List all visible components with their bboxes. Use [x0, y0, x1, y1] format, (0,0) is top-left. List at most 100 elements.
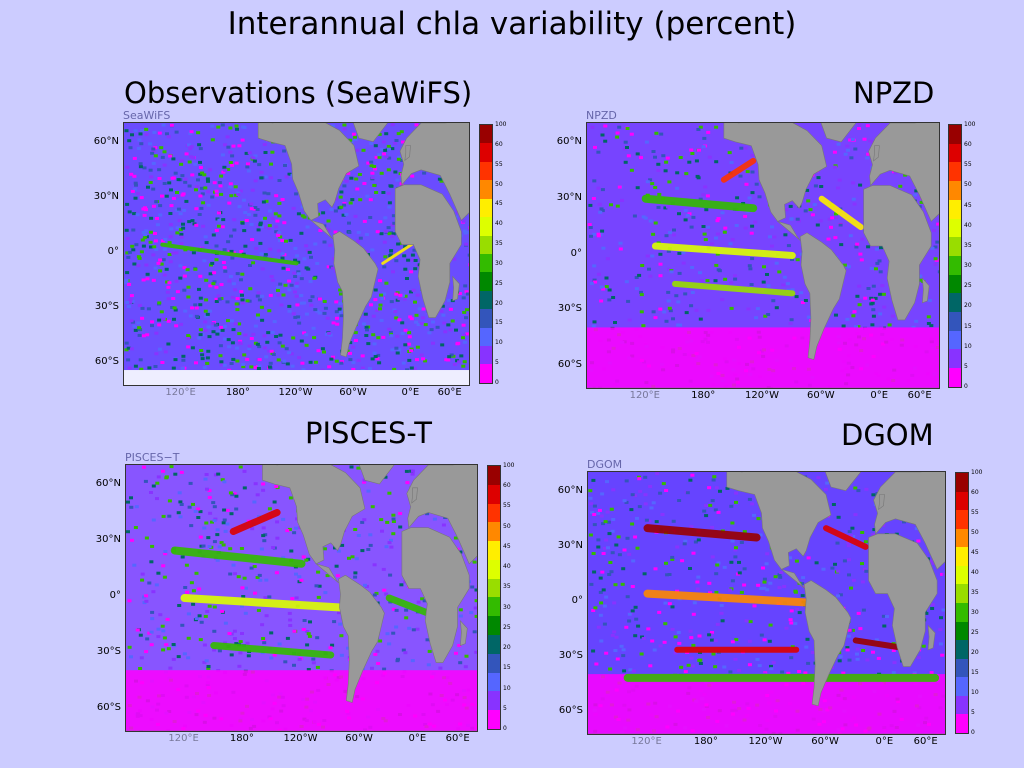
colorbar-segment [488, 541, 500, 560]
colorbar-tick: 60 [971, 489, 979, 496]
colorbar-segment [480, 290, 492, 310]
variability-band [651, 242, 796, 259]
variability-band [210, 642, 335, 659]
land-masses [587, 123, 939, 388]
colorbar-tick: 15 [964, 322, 972, 330]
colorbar-segment [488, 710, 500, 729]
lat-tick: 30°N [95, 534, 121, 546]
land-southAmerica [803, 580, 852, 707]
colorbar-segment [949, 143, 961, 163]
lon-tick: 120°E [168, 733, 199, 744]
colorbar-segment [949, 330, 961, 350]
colorbar-segment [480, 198, 492, 218]
lat-tick: 0° [571, 595, 583, 606]
colorbar-tick: 35 [503, 583, 511, 591]
variability-band [160, 242, 299, 266]
lon-tick: 60°E [913, 736, 938, 747]
colorbar-tick: 30 [495, 259, 503, 267]
colorbar-segment [956, 584, 968, 603]
colorbar-segment [488, 466, 500, 485]
heading-npzd: NPZD [853, 76, 935, 110]
lat-tick: 0° [107, 246, 119, 257]
colorbar-segment [488, 691, 500, 711]
colorbar-segment [480, 346, 492, 365]
map-canvas [126, 465, 477, 731]
lat-tick: 30°S [558, 650, 583, 662]
land-southAmerica [799, 232, 847, 360]
lon-tick: 180° [229, 733, 254, 744]
colorbar-tick: 55 [971, 509, 979, 516]
colorbar-segment [949, 312, 961, 331]
colorbar-tick: 5 [495, 359, 499, 367]
colorbar-tick: 20 [503, 644, 511, 652]
panel-label-npzd: NPZD [586, 109, 617, 122]
southern-ocean-band [587, 327, 939, 388]
southern-ocean-band [126, 670, 477, 731]
colorbar-segment [488, 672, 500, 692]
lat-tick: 60°N [95, 478, 121, 489]
lon-tick: 0°E [875, 736, 894, 747]
variability-band [672, 280, 796, 297]
colorbar-segment [956, 547, 968, 566]
heading-seawifs: Observations (SeaWiFS) [124, 76, 473, 110]
colorbar [955, 472, 969, 734]
land-northAmerica [726, 472, 832, 589]
colorbar-segment [488, 484, 500, 504]
variability-band [643, 589, 821, 607]
colorbar-tick: 55 [495, 160, 503, 168]
lon-tick: 60°E [445, 733, 470, 744]
lon-tick: 120°W [748, 736, 783, 747]
land-northAmerica [723, 123, 827, 241]
colorbar-tick: 30 [971, 609, 979, 616]
colorbar-segment [949, 293, 961, 313]
land-greenland [359, 465, 395, 485]
colorbar-segment [488, 503, 500, 523]
land-northAmerica [257, 123, 360, 240]
colorbar-tick: 5 [964, 362, 968, 370]
colorbar-tick: 25 [503, 623, 511, 631]
colorbar-segment [949, 349, 961, 369]
colorbar-segment [949, 237, 961, 256]
variability-band [823, 525, 869, 550]
variability-band [818, 195, 864, 231]
colorbar-tick: 25 [971, 629, 979, 636]
lat-tick: 30°N [93, 190, 119, 202]
lat-tick: 60°S [94, 356, 119, 368]
colorbar-tick: 0 [964, 383, 968, 390]
colorbar-tick: 40 [964, 221, 972, 229]
lat-tick: 30°S [94, 301, 119, 313]
colorbar-tick: 45 [503, 542, 511, 550]
colorbar-tick: 40 [495, 220, 503, 228]
southern-ocean-band [588, 674, 945, 734]
lon-tick: 60°E [907, 390, 932, 401]
map-canvas [588, 472, 945, 734]
lat-tick: 30°N [557, 539, 583, 551]
lon-tick: 0°E [408, 733, 427, 744]
colorbar-tick: 5 [971, 709, 975, 716]
colorbar-tick: 100 [964, 121, 976, 128]
lat-tick: 0° [570, 247, 582, 259]
colorbar-segment [949, 274, 961, 294]
colorbar-tick: 35 [495, 240, 503, 248]
lon-tick: 120°W [283, 733, 318, 744]
colorbar-segment [480, 180, 492, 199]
lat-tick: 0° [109, 590, 121, 601]
colorbar-segment [956, 602, 968, 622]
colorbar-segment [480, 327, 492, 347]
lon-tick: 120°E [631, 736, 662, 747]
colorbar-tick: 20 [495, 299, 503, 307]
colorbar-segment [949, 125, 961, 144]
land-greenland [353, 123, 388, 143]
colorbar-tick: 30 [964, 262, 972, 270]
colorbar-segment [480, 272, 492, 291]
map-dgom [587, 471, 946, 735]
colorbar-tick: 45 [964, 201, 972, 209]
land-uk [411, 487, 418, 504]
colorbar-segment [488, 616, 500, 636]
land-eurasia [406, 465, 477, 565]
colorbar-segment [956, 695, 968, 715]
colorbar-tick: 60 [503, 482, 511, 490]
colorbar-tick: 20 [964, 302, 972, 310]
colorbar-tick: 100 [495, 121, 507, 128]
colorbar-tick: 0 [495, 379, 499, 386]
